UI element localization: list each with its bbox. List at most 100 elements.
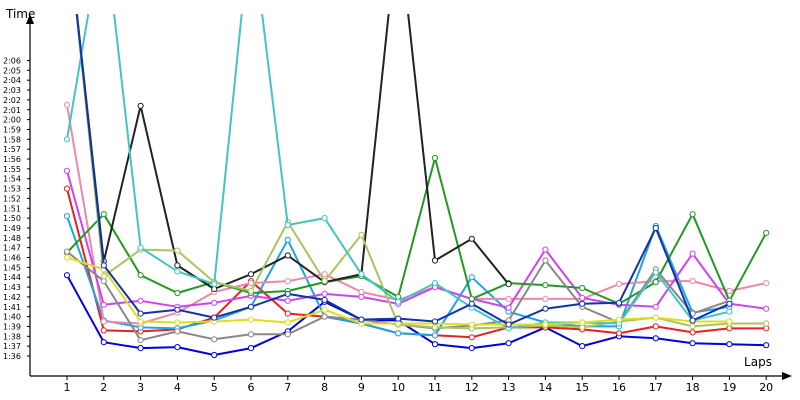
y-tick-label: 2:01: [3, 106, 21, 115]
data-point: [615, 330, 623, 337]
data-point: [321, 278, 328, 285]
data-point: [431, 341, 439, 348]
data-point: [137, 272, 144, 279]
y-tick-label: 1:49: [3, 224, 21, 233]
data-point: [652, 314, 659, 321]
data-point: [652, 269, 659, 276]
data-point: [763, 320, 770, 327]
data-point: [542, 305, 549, 312]
data-point: [247, 345, 255, 352]
data-point: [211, 351, 218, 359]
data-point: [284, 221, 291, 229]
data-point: [137, 318, 144, 325]
data-point: [284, 297, 291, 304]
data-point: [174, 306, 181, 313]
x-tick-label: 4: [174, 381, 181, 394]
data-point: [652, 279, 659, 286]
y-tick-label: 1:55: [3, 165, 21, 174]
data-point: [358, 316, 365, 323]
series-line: [66, 170, 767, 310]
x-axis-title: Laps: [744, 355, 772, 369]
x-tick-label: 14: [538, 381, 552, 394]
x-axis-arrow: [782, 372, 792, 380]
data-point: [321, 306, 328, 313]
y-tick-label: 2:06: [3, 57, 21, 66]
data-point: [358, 271, 365, 278]
y-tick-label: 2:05: [3, 66, 21, 75]
x-tick-label: 3: [137, 381, 144, 394]
data-point: [100, 318, 107, 325]
data-point: [211, 299, 218, 306]
data-point: [468, 321, 475, 328]
data-point: [579, 284, 586, 292]
data-point: [284, 290, 291, 297]
series-line: [66, 256, 730, 326]
y-tick-label: 1:53: [3, 185, 21, 194]
data-point: [211, 314, 218, 321]
y-axis-arrow: [26, 14, 34, 24]
data-point: [579, 319, 586, 326]
data-point: [689, 317, 696, 324]
y-tick-label: 1:48: [3, 234, 21, 243]
data-point: [63, 213, 71, 220]
data-point: [431, 318, 439, 325]
data-point: [689, 278, 696, 285]
data-point: [468, 300, 475, 307]
data-point: [468, 235, 475, 242]
y-tick-label: 1:47: [3, 244, 21, 253]
data-point: [63, 185, 71, 192]
series-line: [75, 14, 730, 326]
y-tick-label: 1:41: [3, 303, 21, 312]
data-point: [284, 310, 291, 317]
data-point: [652, 303, 659, 310]
data-point: [505, 295, 512, 302]
data-point: [431, 332, 439, 339]
data-point: [542, 295, 549, 302]
data-point: [615, 281, 623, 288]
data-point: [505, 281, 512, 288]
x-tick-label: 20: [759, 381, 773, 394]
series-11: [63, 254, 733, 328]
data-point: [63, 272, 71, 279]
data-point: [247, 303, 255, 310]
data-point: [137, 345, 144, 352]
data-point: [468, 334, 475, 341]
x-tick-label: 18: [686, 381, 700, 394]
x-tick-label: 5: [211, 381, 218, 394]
x-tick-label: 13: [502, 381, 516, 394]
x-tick-label: 6: [248, 381, 255, 394]
data-point: [63, 136, 71, 143]
data-point: [395, 298, 402, 305]
x-tick-label: 11: [428, 381, 442, 394]
data-point: [321, 296, 328, 303]
data-point: [726, 341, 733, 348]
data-point: [542, 246, 549, 253]
data-point: [321, 313, 328, 320]
data-point: [100, 211, 107, 218]
series-line: [66, 157, 768, 305]
data-point: [726, 308, 733, 315]
data-point: [763, 305, 770, 312]
data-point: [726, 318, 733, 325]
data-point: [395, 330, 402, 337]
y-tick-label: 1:38: [3, 332, 21, 341]
data-point: [174, 268, 181, 275]
data-point: [284, 252, 291, 259]
data-point: [247, 287, 255, 295]
data-point: [431, 257, 439, 264]
data-point: [689, 340, 696, 347]
data-point: [542, 282, 549, 289]
series-8: [75, 14, 512, 293]
data-point: [174, 319, 181, 326]
data-point: [505, 304, 512, 311]
data-point: [100, 301, 107, 308]
y-tick-label: 2:04: [3, 76, 21, 85]
data-point: [100, 262, 107, 269]
data-point: [689, 211, 696, 218]
data-point: [174, 262, 181, 269]
data-point: [579, 294, 586, 301]
y-tick-label: 1:36: [3, 352, 21, 361]
y-tick-label: 1:52: [3, 194, 21, 203]
y-tick-label: 1:37: [3, 342, 21, 351]
